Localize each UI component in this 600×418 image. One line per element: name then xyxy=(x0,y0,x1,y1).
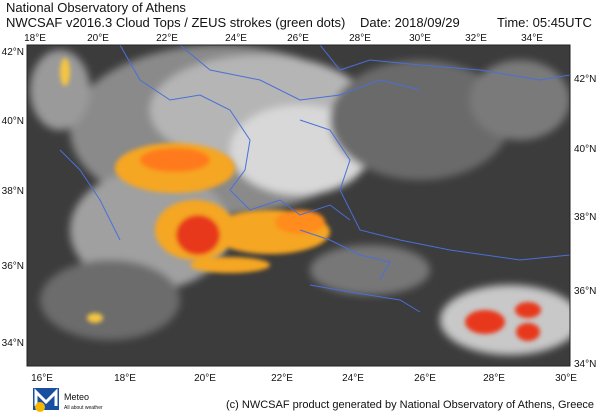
header-title: National Observatory of Athens xyxy=(6,0,186,15)
top-lon-label: 22°E xyxy=(156,33,178,44)
right-lat-label: 34°N xyxy=(574,359,596,370)
header-date: Date: 2018/09/29 xyxy=(360,15,460,30)
left-lat-label: 38°N xyxy=(2,186,24,197)
left-lat-label: 36°N xyxy=(2,261,24,272)
logo xyxy=(33,388,59,412)
satellite-image xyxy=(27,45,570,366)
top-lon-label: 24°E xyxy=(225,33,247,44)
credit: (c) NWCSAF product generated by National… xyxy=(226,399,594,411)
right-lat-label: 36°N xyxy=(574,286,596,297)
right-lat-label: 38°N xyxy=(574,212,596,223)
left-lat-label: 34°N xyxy=(2,338,24,349)
left-lat-label: 42°N xyxy=(2,47,24,58)
bottom-lon-label: 16°E xyxy=(31,373,53,384)
bottom-lon-label: 28°E xyxy=(483,373,505,384)
top-lon-label: 34°E xyxy=(521,33,543,44)
bottom-lon-label: 24°E xyxy=(342,373,364,384)
top-lon-label: 18°E xyxy=(24,33,46,44)
logo-text: Meteo xyxy=(64,392,89,402)
right-lat-label: 40°N xyxy=(574,144,596,155)
logo-subtext: All about weather xyxy=(64,405,103,411)
header-subtitle: NWCSAF v2016.3 Cloud Tops / ZEUS strokes… xyxy=(6,15,345,30)
top-lon-label: 32°E xyxy=(465,33,487,44)
coastlines xyxy=(59,45,570,313)
bottom-lon-label: 30°E xyxy=(555,373,577,384)
top-lon-label: 30°E xyxy=(409,33,431,44)
top-lon-label: 26°E xyxy=(287,33,309,44)
right-lat-label: 42°N xyxy=(574,74,596,85)
top-lon-label: 20°E xyxy=(87,33,109,44)
bottom-lon-label: 18°E xyxy=(114,373,136,384)
bottom-lon-label: 20°E xyxy=(194,373,216,384)
left-lat-label: 40°N xyxy=(2,116,24,127)
header-time: Time: 05:45UTC xyxy=(497,15,592,30)
top-lon-label: 28°E xyxy=(349,33,371,44)
bottom-lon-label: 26°E xyxy=(414,373,436,384)
bottom-lon-label: 22°E xyxy=(271,373,293,384)
map-frame xyxy=(26,44,571,367)
